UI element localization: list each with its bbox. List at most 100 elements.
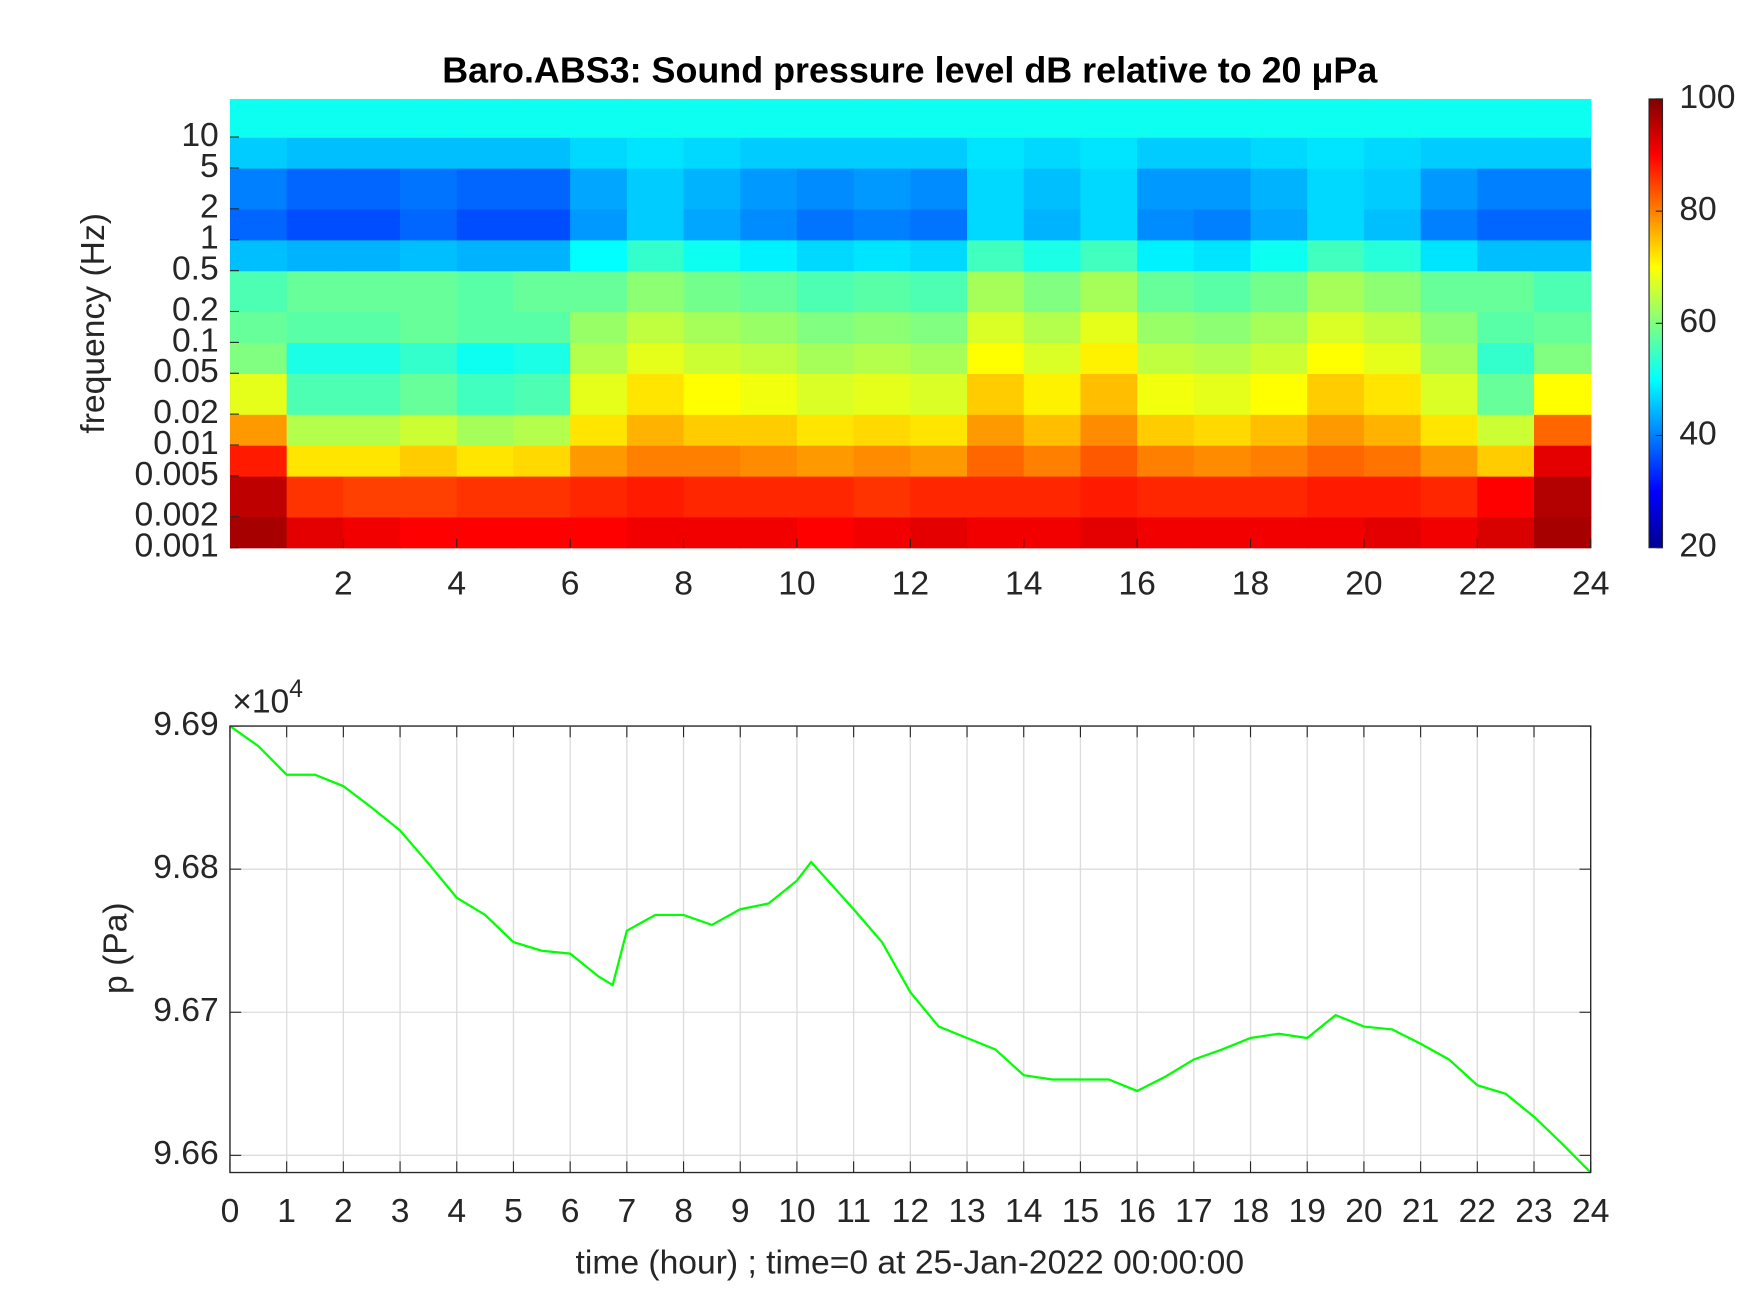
heatmap-cell — [1137, 475, 1195, 518]
x-tick-label: 22 — [1459, 566, 1496, 603]
heatmap-cell — [910, 373, 968, 415]
heatmap-cell — [286, 475, 345, 518]
heatmap-cell — [796, 445, 855, 477]
colorbar-tick-label: 100 — [1679, 79, 1735, 116]
x-tick-label: 18 — [1232, 566, 1269, 603]
heatmap-cell — [456, 414, 515, 446]
heatmap-cell — [286, 342, 345, 374]
heatmap-cell — [796, 98, 855, 138]
heatmap-cell — [1477, 208, 1535, 241]
heatmap-cell — [570, 270, 628, 313]
heatmap-cell — [513, 98, 571, 138]
heatmap-cell — [343, 98, 401, 138]
x-tick-label: 16 — [1118, 1193, 1155, 1230]
heatmap-cell — [286, 137, 345, 169]
heatmap-cell — [456, 516, 515, 549]
heatmap-cell — [796, 516, 855, 549]
heatmap-cell — [400, 98, 458, 138]
y-tick-label: 0.5 — [172, 251, 219, 288]
heatmap-cell — [343, 373, 401, 415]
heatmap-cell — [740, 373, 798, 415]
heatmap-cell — [1250, 167, 1308, 210]
heatmap-cell — [967, 239, 1025, 272]
x-tick-label: 4 — [447, 566, 466, 603]
heatmap-cell — [1023, 311, 1082, 344]
heatmap-cell — [1250, 311, 1308, 344]
heatmap-cell — [853, 98, 912, 138]
heatmap-cell — [1080, 414, 1138, 446]
x-tick-label: 18 — [1232, 1193, 1269, 1230]
heatmap-cell — [1420, 270, 1478, 313]
heatmap-cell — [967, 516, 1025, 549]
heatmap-cell — [1250, 516, 1308, 549]
heatmap-cell — [229, 516, 288, 549]
x-tick-label: 1 — [277, 1193, 296, 1230]
y-tick-label: 0.01 — [153, 425, 218, 462]
heatmap-cell — [853, 342, 912, 374]
heatmap-cell — [1250, 373, 1308, 415]
heatmap-cell — [1363, 516, 1422, 549]
heatmap-cell — [513, 239, 571, 272]
y-tick-label: 9.66 — [153, 1135, 218, 1172]
heatmap-cell — [229, 98, 288, 138]
heatmap-cell — [967, 208, 1025, 241]
y-tick-label: 0.1 — [172, 322, 219, 359]
x-tick-label: 20 — [1345, 566, 1382, 603]
x-tick-label: 6 — [561, 1193, 580, 1230]
heatmap-cell — [740, 445, 798, 477]
heatmap-cell — [1534, 167, 1592, 210]
heatmap-cell — [400, 342, 458, 374]
colorbar-tick-label: 80 — [1679, 191, 1716, 228]
heatmap-cell — [570, 475, 628, 518]
heatmap-cell — [343, 516, 401, 549]
x-tick-label: 4 — [447, 1193, 466, 1230]
heatmap-cell — [1420, 98, 1478, 138]
heatmap-cell — [740, 342, 798, 374]
heatmap-cell — [683, 239, 741, 272]
heatmap-cell — [1023, 98, 1082, 138]
heatmap-cell — [343, 414, 401, 446]
heatmap-cell — [400, 475, 458, 518]
heatmap-cell — [343, 137, 401, 169]
heatmap-cell — [796, 208, 855, 241]
heatmap-cell — [740, 208, 798, 241]
heatmap-cell — [626, 239, 685, 272]
heatmap-cell — [910, 167, 968, 210]
heatmap-cell — [967, 167, 1025, 210]
heatmap-cell — [1080, 239, 1138, 272]
heatmap-cell — [1023, 475, 1082, 518]
heatmap-cell — [1363, 311, 1422, 344]
x-tick-label: 22 — [1459, 1193, 1496, 1230]
heatmap-cell — [626, 137, 685, 169]
heatmap-cell — [513, 414, 571, 446]
heatmap-cell — [513, 342, 571, 374]
heatmap-cell — [343, 311, 401, 344]
heatmap-cell — [1534, 475, 1592, 518]
heatmap-cell — [910, 208, 968, 241]
heatmap-cell — [1193, 373, 1252, 415]
heatmap-cell — [683, 414, 741, 446]
y-tick-label: 9.67 — [153, 992, 218, 1029]
x-tick-label: 7 — [617, 1193, 636, 1230]
multiplier-base: ×10 — [232, 684, 289, 721]
heatmap-cell — [853, 239, 912, 272]
heatmap-cell — [1080, 445, 1138, 477]
heatmap-cell — [1250, 137, 1308, 169]
heatmap-cell — [683, 98, 741, 138]
heatmap-cell — [400, 239, 458, 272]
heatmap-cell — [796, 475, 855, 518]
heatmap-cell — [853, 208, 912, 241]
x-tick-label: 23 — [1515, 1193, 1552, 1230]
heatmap-cell — [1534, 445, 1592, 477]
heatmap-cell — [1137, 208, 1195, 241]
heatmap-cell — [1477, 311, 1535, 344]
heatmap-cell — [683, 475, 741, 518]
heatmap-cell — [456, 445, 515, 477]
heatmap-cell — [1477, 239, 1535, 272]
heatmap-cell — [1307, 137, 1365, 169]
heatmap-cell — [626, 98, 685, 138]
heatmap-cell — [343, 239, 401, 272]
heatmap-cell — [967, 373, 1025, 415]
heatmap-cell — [1137, 414, 1195, 446]
heatmap-cell — [910, 311, 968, 344]
